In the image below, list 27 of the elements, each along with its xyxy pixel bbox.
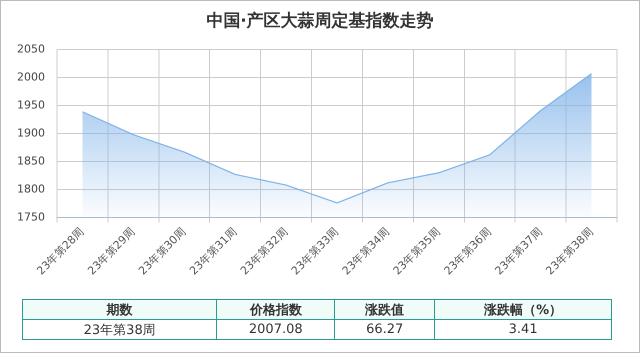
text: 期数	[22, 300, 217, 320]
text: 涨跌值	[334, 300, 435, 320]
x-tick-label: 23年第28周	[34, 225, 87, 278]
y-tick-label: 2050	[16, 42, 45, 56]
x-tick-label: 23年第38周	[543, 225, 596, 278]
y-tick-label: 1900	[16, 126, 45, 140]
x-tick-label: 23年第37周	[492, 225, 545, 278]
x-tick-label: 23年第33周	[288, 225, 342, 278]
text: 23年第38周	[22, 320, 217, 340]
x-tick-label: 23年第32周	[238, 225, 290, 278]
y-tick-label: 1850	[16, 154, 45, 168]
x-tick-label: 23年第30周	[136, 225, 188, 278]
text: 66.27	[334, 320, 435, 340]
y-tick-label: 1800	[16, 182, 45, 196]
x-tick-label: 23年第31周	[186, 225, 240, 278]
text: 涨跌幅（%）	[434, 300, 612, 320]
x-tick-label: 23年第35周	[390, 225, 443, 278]
x-tick-label: 23年第36周	[442, 225, 494, 278]
y-tick-label: 1950	[16, 98, 45, 112]
text: 2007.08	[216, 320, 335, 340]
chart-title: 中国·产区大蒜周定基指数走势	[205, 10, 435, 32]
x-tick-label: 23年第29周	[85, 225, 138, 278]
text: 3.41	[434, 320, 612, 340]
x-tick-label: 23年第34周	[340, 225, 392, 278]
y-tick-label: 1750	[16, 210, 45, 224]
y-tick-label: 2000	[16, 70, 45, 84]
text: 价格指数	[216, 300, 335, 320]
